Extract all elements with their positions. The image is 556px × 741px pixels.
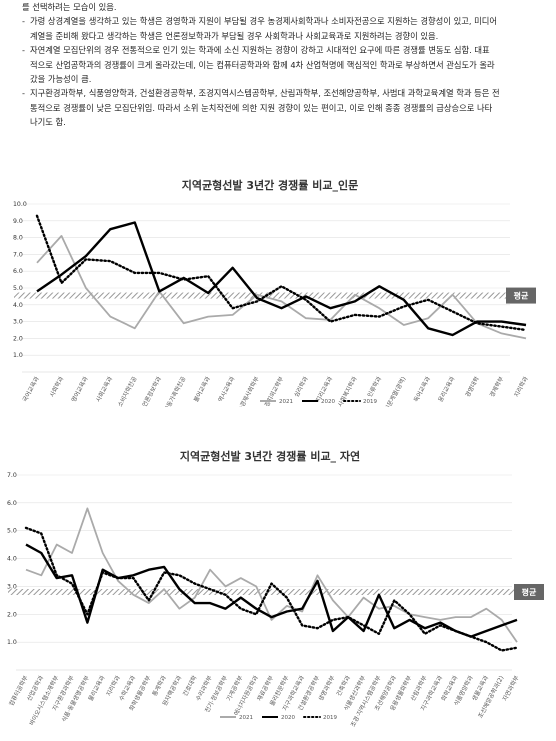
x-category-label: 언론정보학과 xyxy=(140,375,163,407)
x-category-label: 소비자학전공 xyxy=(116,375,139,407)
y-tick-label: 9.0 xyxy=(13,218,23,225)
legend-label: 2020 xyxy=(321,399,335,405)
text-line-content: 자연계열 모집단위의 경우 전통적으로 인기 있는 학과에 소신 지원하는 경향… xyxy=(30,45,490,56)
x-category-label: 건축학과 xyxy=(335,674,353,698)
y-tick-label: 5.0 xyxy=(13,285,23,292)
y-tick-label: 6.0 xyxy=(13,268,23,275)
y-tick-label: 10.0 xyxy=(13,201,27,208)
series-line-2021 xyxy=(25,507,518,643)
text-line: 를 선택하려는 모습이 있음. xyxy=(22,0,542,14)
series-line-2019 xyxy=(24,526,519,652)
legend-label: 2020 xyxy=(281,715,295,721)
text-block: 를 선택하려는 모습이 있음. - 가령 상경계열을 생각하고 있는 학생은 경영학… xyxy=(22,0,542,130)
x-category-label: 영어교육과 xyxy=(70,375,90,404)
bullet-marker: - xyxy=(22,45,25,56)
x-category-label: 사회교육과 xyxy=(94,375,114,404)
x-category-label: 지리학과 xyxy=(104,674,122,698)
legend-label: 2019 xyxy=(323,715,337,721)
legend-label: 2021 xyxy=(239,715,253,721)
y-tick-label: 3.0 xyxy=(13,319,23,326)
x-category-label: 아동가족학전공 xyxy=(162,375,187,407)
text-line-content: 계열을 준비해 왔다고 생각하는 학생은 언론정보학과가 부담될 경우 사회학과… xyxy=(30,30,439,41)
average-box xyxy=(514,584,544,600)
series-line-2020 xyxy=(25,543,518,638)
x-category-label: 윤리교육과 xyxy=(436,375,456,404)
y-tick-label: 4.0 xyxy=(13,302,23,309)
y-tick-label: 7.0 xyxy=(13,251,23,258)
y-tick-label: 1.0 xyxy=(13,352,23,359)
series-line-2020 xyxy=(36,221,527,337)
x-category-label: 지리학과 xyxy=(512,375,530,399)
legend-label: 2019 xyxy=(363,399,377,405)
text-line: 통적으로 경쟁률이 낮은 모집단위임. 따라서 소위 눈치작전에 의한 지원 경… xyxy=(22,101,542,115)
x-category-label: 통계학과 xyxy=(150,674,168,698)
bullet-marker: - xyxy=(22,88,25,99)
text-line: 적으로 산업공학과의 경쟁률이 크게 올라갔는데, 이는 컴퓨터공학과와 함께 … xyxy=(22,58,542,72)
series-line-2019 xyxy=(35,214,528,332)
chart-humanities: 지역균형선발 3년간 경쟁률 비교_인문 1.0 2.0 3.0 4.0 5.0 6.0 7.… xyxy=(13,178,536,407)
y-tick-label: 2.0 xyxy=(7,611,17,618)
x-category-label: 사회복지학과 xyxy=(336,375,359,407)
text-line-content: 가령 상경계열을 생각하고 있는 학생은 경영학과 지원이 부담될 경우 농경제… xyxy=(30,16,498,27)
x-category-label: 역사교육과 xyxy=(216,375,236,404)
average-band xyxy=(8,589,514,595)
x-category-label: 불어교육과 xyxy=(192,375,212,404)
text-line: 나기도 함. xyxy=(22,115,542,129)
average-label: 평균 xyxy=(522,587,537,597)
text-line-content: 나기도 함. xyxy=(30,117,66,128)
chart-natural-sciences: 지역균형선발 3년간 경쟁률 비교_ 자연 1.0 2.0 3.0 4.0 5.0 6.0 7… xyxy=(7,449,544,728)
chart-title: 지역균형선발 3년간 경쟁률 비교_인문 xyxy=(182,178,358,192)
y-tick-label: 4.0 xyxy=(7,556,17,563)
y-tick-label: 7.0 xyxy=(7,472,17,479)
text-line: 갔을 가능성이 큼. xyxy=(22,72,542,86)
x-category-label: 간호대학 xyxy=(181,674,199,698)
text-line: - 지구환경과학부, 식품영양학과, 건설환경공학부, 조경지역시스템공학부, 산… xyxy=(22,86,542,100)
average-box xyxy=(506,287,536,304)
legend-label: 2021 xyxy=(279,399,293,405)
x-category-label: 인류학과 xyxy=(366,375,384,399)
text-line-content: 적으로 산업공학과의 경쟁률이 크게 올라갔는데, 이는 컴퓨터공학과와 함께 … xyxy=(30,59,495,70)
text-line-content: 통적으로 경쟁률이 낮은 모집단위임. 따라서 소위 눈치작전에 의한 지원 경… xyxy=(30,102,493,113)
y-tick-label: 8.0 xyxy=(13,235,23,242)
chart-title: 지역균형선발 3년간 경쟁률 비교_ 자연 xyxy=(180,449,360,463)
x-category-label: 인문계열(광역) xyxy=(383,375,408,407)
y-tick-label: 1.0 xyxy=(7,639,17,646)
x-category-label: 사회학과 xyxy=(48,375,66,399)
x-category-label: 독어교육과 xyxy=(412,375,432,404)
x-category-label: 경제학부 xyxy=(488,375,506,399)
x-category-label: 컴퓨터공학부 xyxy=(7,674,30,707)
x-category-label: 심리학과 xyxy=(292,375,310,399)
series-line-2021 xyxy=(36,235,527,340)
x-category-label: 국어교육과 xyxy=(21,375,41,404)
text-line: - 가령 상경계열을 생각하고 있는 학생은 경영학과 지원이 부담될 경우 농경… xyxy=(22,14,542,28)
text-line: - 자연계열 모집단위의 경우 전통적으로 인기 있는 학과에 소신 지원하는 경… xyxy=(22,43,542,57)
y-tick-label: 6.0 xyxy=(7,500,17,507)
x-category-label: 경영대학 xyxy=(463,375,481,399)
text-line: 계열을 준비해 왔다고 생각하는 학생은 언론정보학과가 부담될 경우 사회학과… xyxy=(22,29,542,43)
text-line-content: 갔을 가능성이 큼. xyxy=(30,74,92,85)
average-label: 평균 xyxy=(514,291,529,301)
y-tick-label: 3.0 xyxy=(7,583,17,590)
x-category-label: 농경제사회학부 xyxy=(236,375,261,407)
y-tick-label: 5.0 xyxy=(7,528,17,535)
bullet-marker: - xyxy=(22,16,25,27)
text-line-content: 지구환경과학부, 식품영양학과, 건설환경공학부, 조경지역시스템공학부, 산림… xyxy=(30,88,500,99)
text-line-content: 를 선택하려는 모습이 있음. xyxy=(22,2,117,12)
y-tick-label: 2.0 xyxy=(13,335,23,342)
